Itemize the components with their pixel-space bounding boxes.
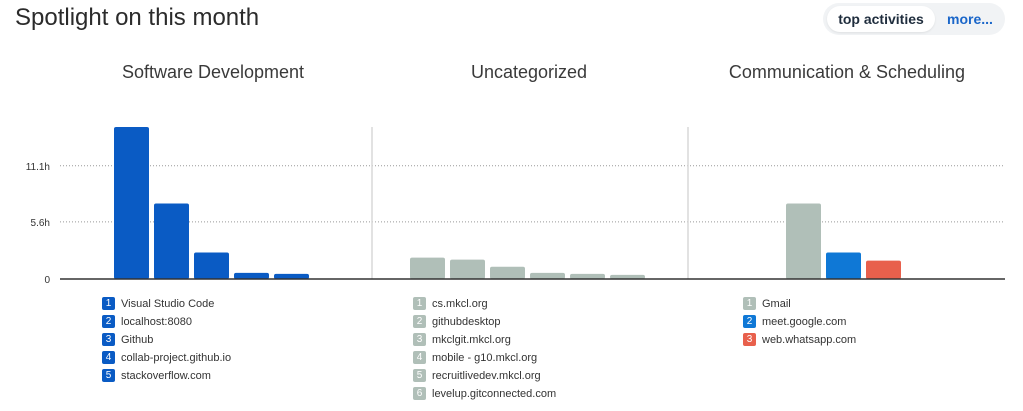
legend-rank-badge: 5 xyxy=(413,368,426,382)
page-title: Spotlight on this month xyxy=(15,4,260,31)
legend-rank-badge: 5 xyxy=(102,368,115,382)
bar-levelup-gitconnected-com xyxy=(610,274,645,279)
legend-label: collab-project.github.io xyxy=(121,352,232,364)
legend-rank-badge: 1 xyxy=(102,296,115,310)
legend-item: 5 stackoverflow.com xyxy=(102,367,231,385)
legend-label: web.whatsapp.com xyxy=(762,334,857,346)
legend-item: 3 web.whatsapp.com xyxy=(743,331,856,349)
category-title-software-development: Software Development xyxy=(121,62,305,82)
bar-localhost-8080 xyxy=(154,203,189,279)
legend-label: githubdesktop xyxy=(432,316,501,328)
legend-rank-badge: 3 xyxy=(102,332,115,346)
legend-item: 4 collab-project.github.io xyxy=(102,349,231,367)
category-title-uncategorized: Uncategorized xyxy=(470,62,588,82)
legend-rank-badge: 3 xyxy=(743,332,756,346)
bar-stackoverflow-com xyxy=(274,273,309,279)
y-tick-label: 11.1h xyxy=(26,162,50,173)
legend-label: stackoverflow.com xyxy=(121,370,211,382)
legend-rank-badge: 1 xyxy=(743,296,756,310)
bar-meet-google-com xyxy=(826,252,861,279)
legend-label: cs.mkcl.org xyxy=(432,298,488,310)
legend-item: 4 mobile - g10.mkcl.org xyxy=(413,349,556,367)
category-title-communication: Communication & Scheduling xyxy=(728,62,966,82)
legend-item: 3 Github xyxy=(102,331,231,349)
bar-cs-mkcl-org xyxy=(410,257,445,279)
legend-item: 2 meet.google.com xyxy=(743,313,856,331)
spotlight-bar-chart: 0 5.6h 11.1h xyxy=(26,127,1005,286)
bar-gmail xyxy=(786,203,821,279)
bar-collab-project-github-io xyxy=(234,272,269,279)
bar-github xyxy=(194,252,229,279)
legend-label: Github xyxy=(121,334,154,346)
legend-rank-badge: 2 xyxy=(102,314,115,328)
bar-mobile-g10-mkcl-org xyxy=(530,272,565,279)
legend-item: 1 Gmail xyxy=(743,295,856,313)
legend-rank-badge: 2 xyxy=(413,314,426,328)
legend-uncategorized: 1 cs.mkcl.org 2 githubdesktop 3 mkclgit.mkcl.… xyxy=(413,295,556,403)
view-toggle: top activities more... xyxy=(823,3,1005,35)
y-tick-label: 5.6h xyxy=(31,218,50,229)
legend-item: 1 cs.mkcl.org xyxy=(413,295,556,313)
legend-rank-badge: 6 xyxy=(413,386,426,400)
tab-top-activities[interactable]: top activities xyxy=(827,6,935,32)
legend-item: 2 localhost:8080 xyxy=(102,313,231,331)
legend-item: 3 mkclgit.mkcl.org xyxy=(413,331,556,349)
legend-item: 1 Visual Studio Code xyxy=(102,295,231,313)
bar-recruitlivedev-mkcl-org xyxy=(570,273,605,279)
legend-label: levelup.gitconnected.com xyxy=(432,388,557,400)
legend-rank-badge: 1 xyxy=(413,296,426,310)
tab-more[interactable]: more... xyxy=(947,11,993,27)
bar-mkclgit-mkcl-org xyxy=(490,266,525,279)
legend-communication: 1 Gmail 2 meet.google.com 3 web.whatsapp.com xyxy=(743,295,856,349)
legend-label: Visual Studio Code xyxy=(121,298,215,310)
legend-rank-badge: 2 xyxy=(743,314,756,328)
legend-item: 2 githubdesktop xyxy=(413,313,556,331)
legend-label: localhost:8080 xyxy=(121,316,192,328)
legend-rank-badge: 4 xyxy=(102,350,115,364)
legend-rank-badge: 4 xyxy=(413,350,426,364)
bar-githubdesktop xyxy=(450,259,485,279)
legend-software-development: 1 Visual Studio Code 2 localhost:8080 3 Githu… xyxy=(102,295,231,385)
legend-label: Gmail xyxy=(762,298,791,310)
legend-label: mkclgit.mkcl.org xyxy=(432,334,511,346)
legend-item: 5 recruitlivedev.mkcl.org xyxy=(413,367,556,385)
y-tick-label: 0 xyxy=(44,275,50,286)
legend-rank-badge: 3 xyxy=(413,332,426,346)
legend-label: meet.google.com xyxy=(762,316,847,328)
legend-label: recruitlivedev.mkcl.org xyxy=(432,370,541,382)
legend-item: 6 levelup.gitconnected.com xyxy=(413,385,556,403)
legend-label: mobile - g10.mkcl.org xyxy=(432,352,538,364)
bar-visual-studio-code xyxy=(114,127,149,279)
bar-web-whatsapp-com xyxy=(866,260,901,279)
